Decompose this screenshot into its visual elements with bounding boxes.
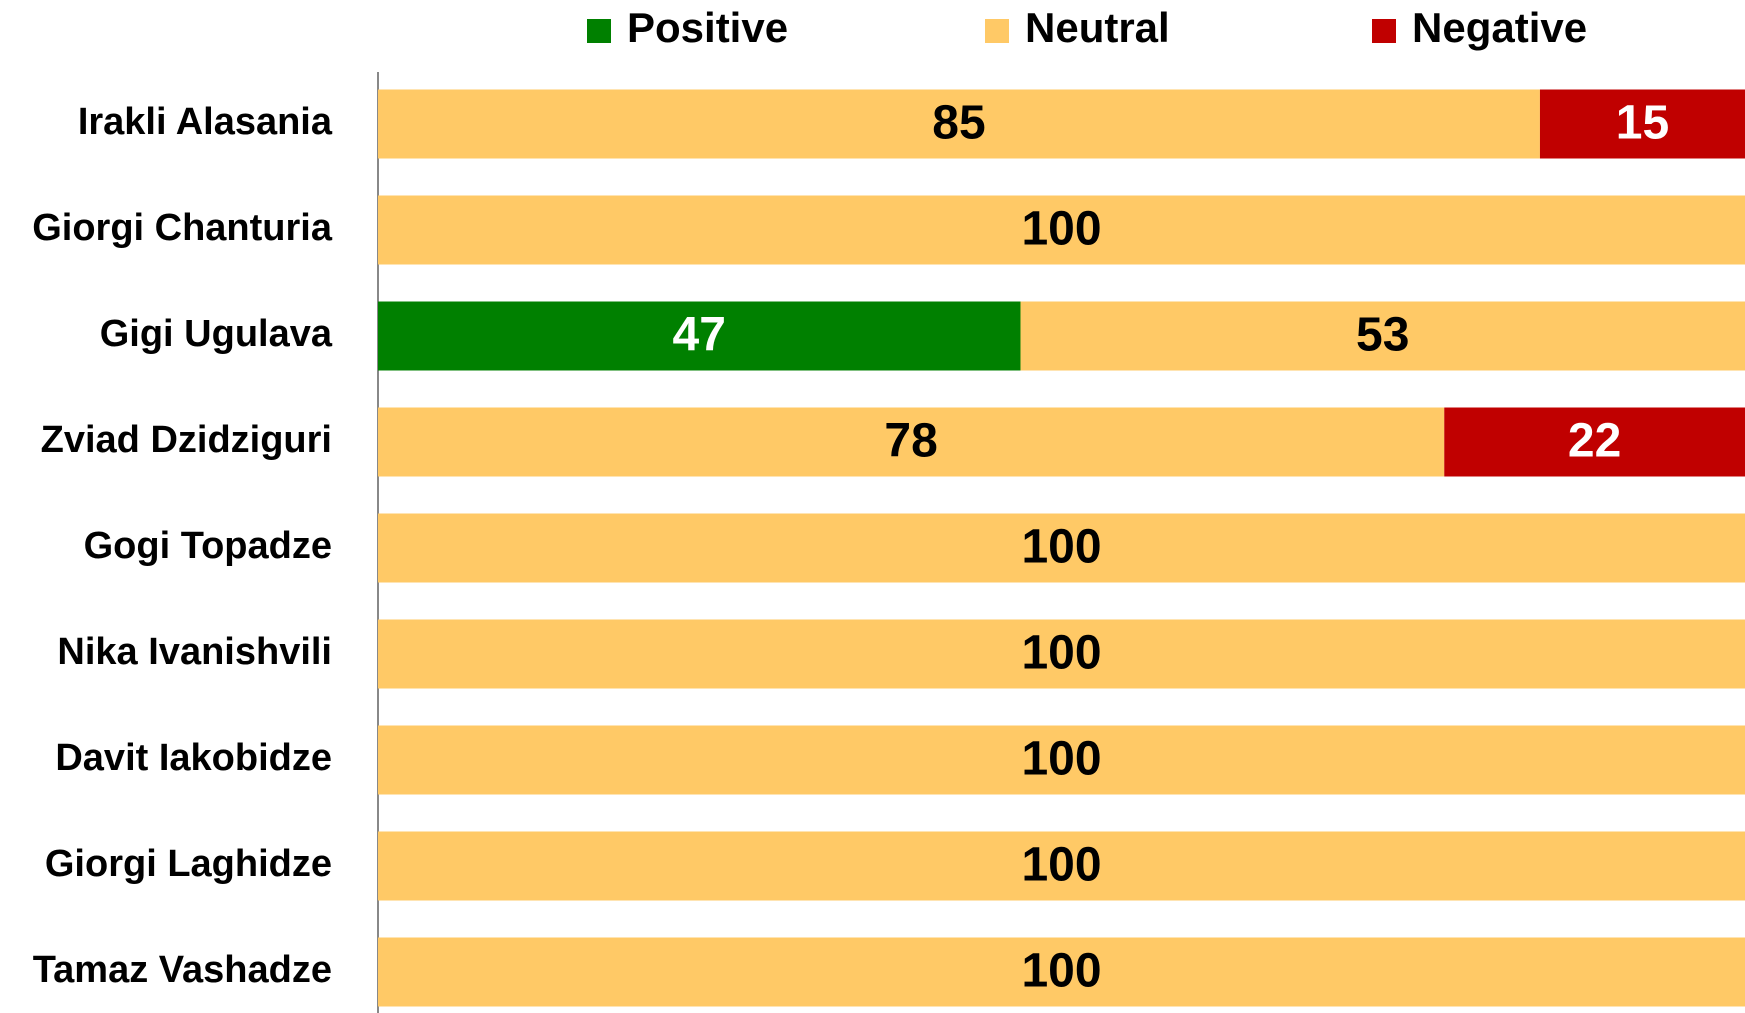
category-label: Gigi Ugulava [100, 313, 333, 355]
data-label: 100 [1021, 839, 1101, 892]
data-label: 100 [1021, 733, 1101, 786]
legend-label: Neutral [1025, 4, 1170, 51]
data-label: 22 [1568, 415, 1621, 468]
bar-segment [378, 195, 1745, 265]
bar-segment [378, 831, 1745, 901]
data-label: 100 [1021, 521, 1101, 574]
bar-segment [378, 619, 1745, 689]
category-label: Nika Ivanishvili [57, 631, 332, 673]
bar-segment [378, 725, 1745, 795]
data-label: 15 [1616, 97, 1669, 150]
category-label: Tamaz Vashadze [33, 949, 332, 991]
data-label: 100 [1021, 203, 1101, 256]
bar-segment [378, 301, 1021, 371]
category-label: Gogi Topadze [84, 525, 332, 567]
category-label: Irakli Alasania [78, 101, 333, 143]
bar-segment [378, 89, 1540, 159]
data-label: 78 [884, 415, 937, 468]
category-label: Giorgi Chanturia [32, 207, 333, 249]
bar-segment [378, 937, 1745, 1007]
bar-segment [378, 407, 1445, 477]
bar-segment [1444, 407, 1745, 477]
data-label: 53 [1356, 309, 1409, 362]
bar-segment [1539, 89, 1745, 159]
data-label: 85 [932, 97, 985, 150]
legend-swatch [985, 19, 1009, 43]
data-label: 100 [1021, 627, 1101, 680]
category-label: Giorgi Laghidze [45, 843, 332, 885]
data-label: 100 [1021, 945, 1101, 998]
legend-label: Negative [1412, 4, 1587, 51]
category-label: Zviad Dzidziguri [41, 419, 332, 461]
bar-segment [1020, 301, 1745, 371]
legend-swatch [587, 19, 611, 43]
legend-swatch [1372, 19, 1396, 43]
data-label: 47 [673, 309, 726, 362]
category-label: Davit Iakobidze [55, 737, 332, 779]
legend-label: Positive [627, 4, 788, 51]
bar-segment [378, 513, 1745, 583]
